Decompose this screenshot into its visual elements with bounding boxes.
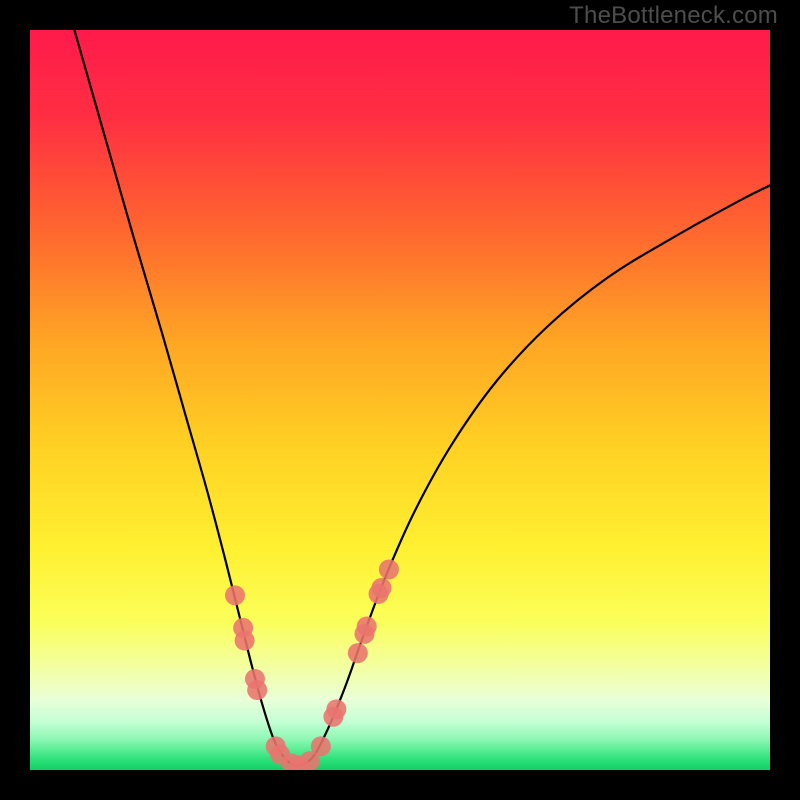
chart-frame: TheBottleneck.com	[0, 0, 800, 800]
plot-area	[30, 30, 770, 770]
plot-svg	[30, 30, 770, 770]
data-point	[357, 616, 377, 636]
data-point	[247, 680, 267, 700]
bottleneck-curve-right	[296, 185, 770, 766]
data-point	[348, 643, 368, 663]
data-point	[225, 585, 245, 605]
data-point	[379, 559, 399, 579]
data-point	[311, 736, 331, 756]
data-point	[326, 699, 346, 719]
data-point	[235, 631, 255, 651]
data-point	[372, 578, 392, 598]
watermark-text: TheBottleneck.com	[569, 2, 778, 30]
bottleneck-curve-left	[74, 30, 296, 766]
